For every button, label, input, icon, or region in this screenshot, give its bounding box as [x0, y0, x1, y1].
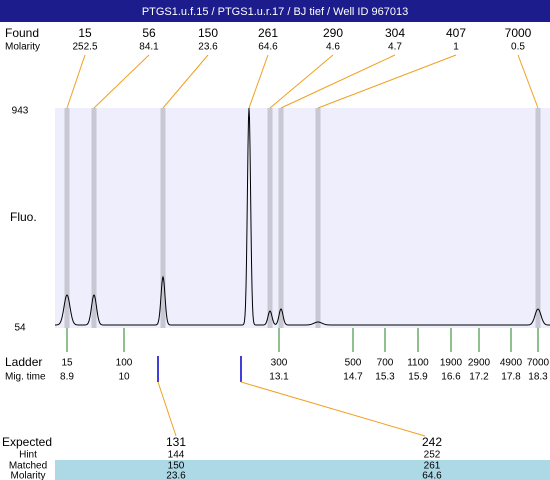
- ladder-size: 700: [377, 358, 394, 369]
- mig-time: 14.7: [343, 372, 363, 383]
- peak-band: [91, 108, 97, 328]
- found-molarity: 1: [453, 42, 459, 53]
- peak-connector: [66, 54, 86, 109]
- plot-area: [55, 108, 550, 328]
- cell: 144: [168, 450, 185, 461]
- peak-band: [160, 108, 166, 328]
- title: PTGS1.u.f.15 / PTGS1.u.r.17 / BJ tief / …: [142, 6, 408, 18]
- found-molarity: 0.5: [511, 42, 525, 53]
- peak-connector: [517, 54, 539, 109]
- axis-min: 54: [14, 323, 26, 334]
- cell: 131: [166, 435, 186, 449]
- found-size: 290: [323, 26, 343, 40]
- axis-max: 943: [12, 106, 29, 117]
- mig-time: 15.9: [408, 372, 428, 383]
- mig-time: 13.1: [269, 372, 289, 383]
- molarity-label: Molarity: [5, 42, 40, 53]
- found-molarity: 84.1: [139, 42, 159, 53]
- cell: 23.6: [166, 471, 186, 480]
- mig-time: 17.2: [469, 372, 489, 383]
- found-size: 7000: [505, 26, 532, 40]
- ladder-size: 1100: [407, 358, 429, 369]
- mig-time-label: Mig. time: [5, 372, 46, 383]
- matched-highlight: [55, 460, 550, 480]
- row-label: Expected: [2, 435, 52, 449]
- peak-connector: [280, 54, 396, 109]
- cell: 150: [168, 461, 185, 472]
- peak-band: [278, 108, 284, 328]
- cell: 64.6: [422, 471, 442, 480]
- axis-label: Fluo.: [10, 210, 37, 224]
- ladder-size: 15: [61, 358, 73, 369]
- peak-band: [535, 108, 541, 328]
- peak-band: [267, 108, 273, 328]
- row-label: Molarity: [10, 471, 45, 480]
- peak-connector: [248, 54, 269, 109]
- peak-connector: [317, 54, 457, 109]
- ladder-size: 4900: [500, 358, 523, 369]
- found-size: 304: [385, 26, 405, 40]
- mig-time: 10: [118, 372, 130, 383]
- found-molarity: 4.7: [388, 42, 402, 53]
- mig-time: 8.9: [60, 372, 74, 383]
- cell: 242: [422, 435, 442, 449]
- trace: [54, 107, 550, 326]
- title-bar: [0, 0, 550, 22]
- found-size: 15: [78, 26, 92, 40]
- row-label: Matched: [9, 461, 47, 472]
- ladder-label: Ladder: [5, 355, 42, 369]
- ladder-size: 7000: [527, 358, 550, 369]
- found-size: 56: [142, 26, 156, 40]
- mig-time: 17.8: [501, 372, 521, 383]
- ladder-size: 1900: [440, 358, 463, 369]
- ladder-size: 300: [271, 358, 288, 369]
- peak-connector: [162, 54, 209, 109]
- mig-time: 18.3: [528, 372, 548, 383]
- row-label: Hint: [19, 450, 37, 461]
- found-molarity: 252.5: [72, 42, 97, 53]
- found-molarity: 4.6: [326, 42, 340, 53]
- mig-time: 16.6: [441, 372, 461, 383]
- ladder-size: 2900: [468, 358, 491, 369]
- connector: [240, 381, 426, 437]
- found-molarity: 23.6: [198, 42, 218, 53]
- cell: 252: [424, 450, 441, 461]
- found-size: 150: [198, 26, 218, 40]
- found-label: Found: [5, 26, 39, 40]
- ladder-size: 500: [345, 358, 362, 369]
- ladder-size: 100: [116, 358, 133, 369]
- peak-connector: [269, 54, 334, 109]
- connector: [157, 381, 177, 437]
- found-size: 261: [258, 26, 278, 40]
- peak-band: [315, 108, 321, 328]
- peak-connector: [93, 54, 150, 109]
- mig-time: 15.3: [375, 372, 395, 383]
- found-molarity: 64.6: [258, 42, 278, 53]
- found-size: 407: [446, 26, 466, 40]
- cell: 261: [424, 461, 441, 472]
- peak-band: [64, 108, 70, 328]
